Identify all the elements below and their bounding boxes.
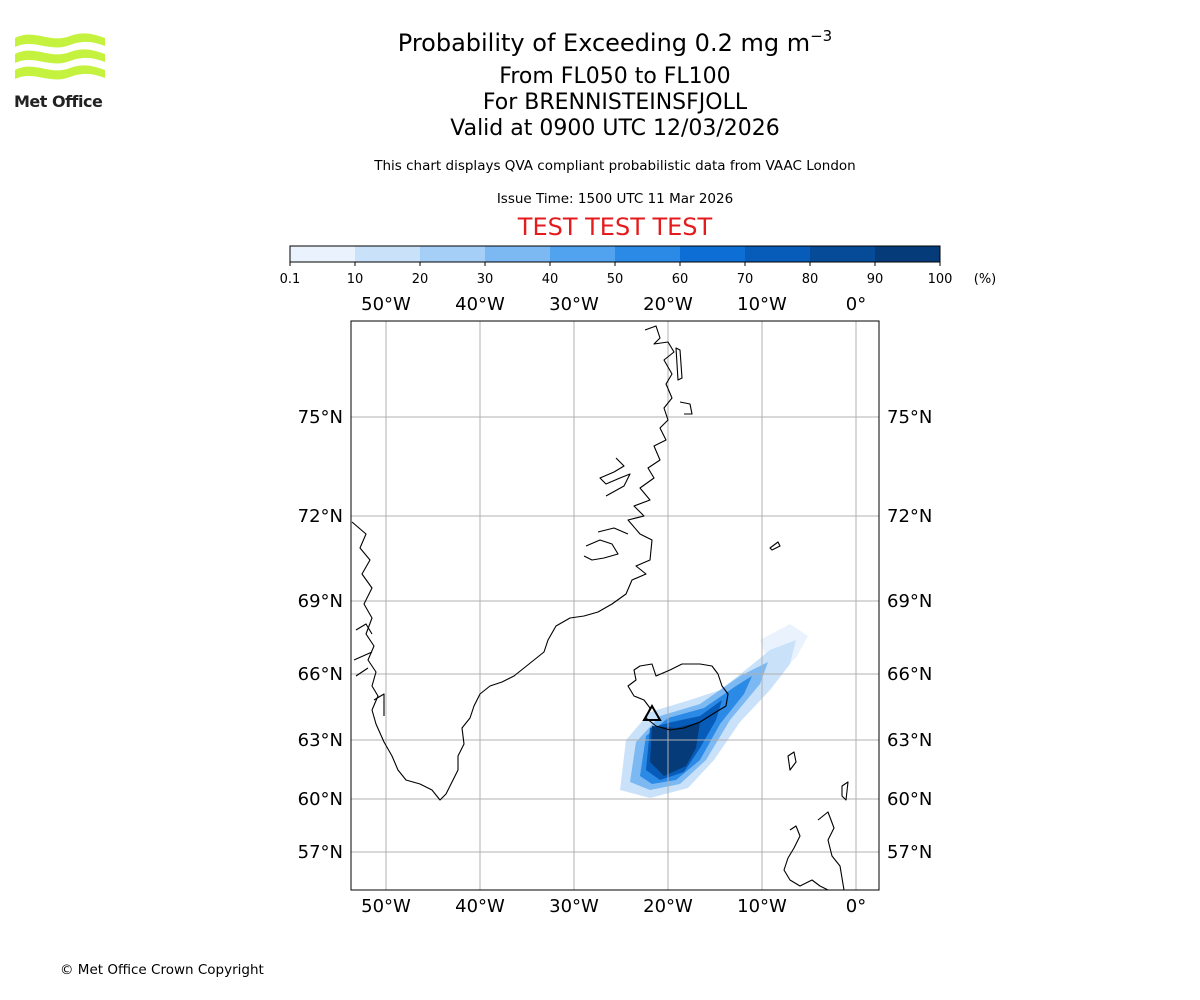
lon-label-bottom: 40°W <box>455 896 505 917</box>
volcano-marker <box>642 703 662 721</box>
lon-label-bottom: 50°W <box>361 896 411 917</box>
lat-labels-right: 75°N 72°N 69°N 66°N 63°N 60°N 57°N <box>887 407 932 863</box>
chart-title-exponent: −3 <box>810 27 833 45</box>
lat-label-left: 63°N <box>298 730 343 751</box>
colorbar-tick-label: 60 <box>672 272 689 287</box>
lon-label-bottom: 30°W <box>549 896 599 917</box>
lat-label-left: 57°N <box>298 842 343 863</box>
lat-label-right: 63°N <box>887 730 932 751</box>
lat-label-left: 75°N <box>298 407 343 428</box>
colorbar-tick-label: 0.1 <box>280 272 301 287</box>
lon-label-bottom: 20°W <box>643 896 693 917</box>
lat-label-right: 75°N <box>887 407 932 428</box>
colorbar-swatch <box>680 246 746 262</box>
lon-label-top: 30°W <box>549 294 599 315</box>
lat-label-right: 72°N <box>887 506 932 527</box>
test-banner: TEST TEST TEST <box>517 213 713 241</box>
lat-labels-left: 75°N 72°N 69°N 66°N 63°N 60°N 57°N <box>298 407 343 863</box>
lon-labels-bottom: 50°W 40°W 30°W 20°W 10°W 0° <box>361 896 866 917</box>
lat-label-right: 69°N <box>887 591 932 612</box>
map-frame <box>350 320 880 891</box>
coast-jan-mayen <box>769 541 781 551</box>
colorbar-swatch <box>485 246 551 262</box>
colorbar-tick-label: 80 <box>802 272 819 287</box>
lon-label-bottom: 0° <box>846 896 866 917</box>
lat-label-left: 60°N <box>298 789 343 810</box>
colorbar-tick-label: 50 <box>607 272 624 287</box>
colorbar-swatch <box>745 246 811 262</box>
coast-faroe <box>787 751 797 771</box>
colorbar-swatches <box>290 246 941 262</box>
lon-label-top: 10°W <box>737 294 787 315</box>
colorbar-tick-label: 40 <box>542 272 559 287</box>
chart-description: This chart displays QVA compliant probab… <box>374 158 856 174</box>
coast-shetland <box>841 781 849 801</box>
plume-band-90 <box>650 722 700 776</box>
colorbar-tick-label: 70 <box>737 272 754 287</box>
map-background <box>351 321 879 890</box>
lat-label-left: 72°N <box>298 506 343 527</box>
met-office-logo-waves <box>15 33 105 80</box>
lon-label-top: 40°W <box>455 294 505 315</box>
lat-label-left: 69°N <box>298 591 343 612</box>
coast-greenland-fjords <box>583 401 693 561</box>
lat-label-right: 60°N <box>887 789 932 810</box>
lon-label-top: 20°W <box>643 294 693 315</box>
colorbar-swatch <box>875 246 941 262</box>
coastlines <box>351 325 849 890</box>
lon-labels-top: 50°W 40°W 30°W 20°W 10°W 0° <box>361 294 866 315</box>
colorbar-ticks: 0.1 10 20 30 40 50 60 70 80 90 100 <box>280 262 953 287</box>
colorbar-swatch <box>420 246 486 262</box>
met-office-logo-text: Met Office <box>14 92 103 111</box>
coast-iceland <box>627 663 729 731</box>
colorbar-tick-label: 10 <box>347 272 364 287</box>
colorbar-swatch <box>615 246 681 262</box>
lon-label-bottom: 10°W <box>737 896 787 917</box>
colorbar-tick-label: 100 <box>928 272 953 287</box>
issue-time: Issue Time: 1500 UTC 11 Mar 2026 <box>496 191 734 207</box>
colorbar-swatch <box>550 246 616 262</box>
colorbar-unit: (%) <box>974 272 997 287</box>
chart-title-text: Probability of Exceeding 0.2 mg m <box>397 29 811 57</box>
colorbar-tick-label: 20 <box>412 272 429 287</box>
lat-label-right: 66°N <box>887 664 932 685</box>
coast-greenland-west <box>351 521 379 711</box>
lat-label-left: 66°N <box>298 664 343 685</box>
coast-greenland-island <box>675 347 683 381</box>
valid-time: Valid at 0900 UTC 12/03/2026 <box>450 116 780 141</box>
volcano-name: For BRENNISTEINSFJOLL <box>482 90 748 115</box>
coast-greenland-east <box>371 325 675 801</box>
lat-label-right: 57°N <box>887 842 932 863</box>
coast-scotland <box>783 811 845 890</box>
lon-label-top: 50°W <box>361 294 411 315</box>
copyright: © Met Office Crown Copyright <box>60 962 264 978</box>
colorbar-swatch <box>810 246 876 262</box>
colorbar-swatch <box>355 246 421 262</box>
chart-title: Probability of Exceeding 0.2 mg m−3 <box>0 27 1200 57</box>
colorbar: 0.1 10 20 30 40 50 60 70 80 90 100 (%) <box>280 245 997 287</box>
colorbar-tick-label: 30 <box>477 272 494 287</box>
colorbar-tick-label: 90 <box>867 272 884 287</box>
gridlines <box>351 321 879 890</box>
lon-label-top: 0° <box>846 294 866 315</box>
colorbar-swatch <box>290 246 356 262</box>
level-range: From FL050 to FL100 <box>499 64 731 89</box>
coast-greenland-islands-west <box>353 623 385 716</box>
